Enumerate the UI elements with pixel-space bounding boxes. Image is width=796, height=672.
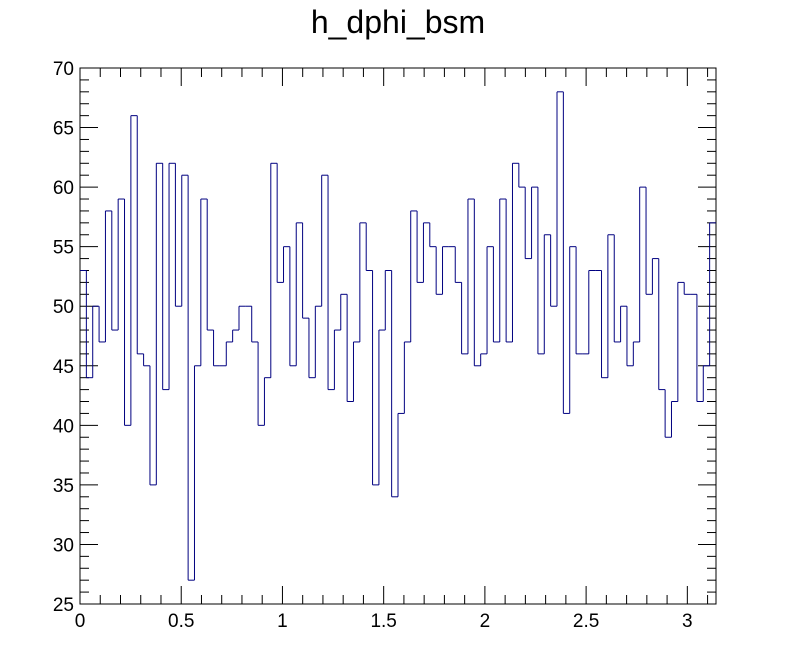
- x-tick-label: 3: [682, 611, 693, 632]
- plot-frame: [79, 67, 717, 605]
- y-tick-label: 25: [53, 595, 74, 616]
- tick-labels: 25 30 35 40 45 50 55 60 65 70 0 0.5 1 1.5 2 2.5 3: [53, 59, 693, 632]
- x-tick-label: 0.5: [168, 611, 194, 632]
- histogram-series: [80, 91, 716, 581]
- x-tick-label: 1: [277, 611, 288, 632]
- y-tick-label: 30: [53, 535, 74, 556]
- y-tick-label: 55: [53, 238, 74, 259]
- y-tick-label: 35: [53, 476, 74, 497]
- x-tick-label: 2.5: [573, 611, 599, 632]
- y-tick-label: 50: [53, 297, 74, 318]
- x-tick-label: 0: [75, 611, 86, 632]
- y-tick-label: 45: [53, 357, 74, 378]
- axis-ticks: [79, 67, 716, 605]
- y-tick-label: 70: [53, 59, 74, 80]
- chart-title: h_dphi_bsm: [310, 4, 486, 40]
- y-tick-label: 65: [53, 119, 74, 140]
- y-tick-label: 60: [53, 178, 74, 199]
- x-tick-label: 2: [480, 611, 491, 632]
- y-tick-label: 40: [53, 416, 74, 437]
- x-tick-label: 1.5: [370, 611, 396, 632]
